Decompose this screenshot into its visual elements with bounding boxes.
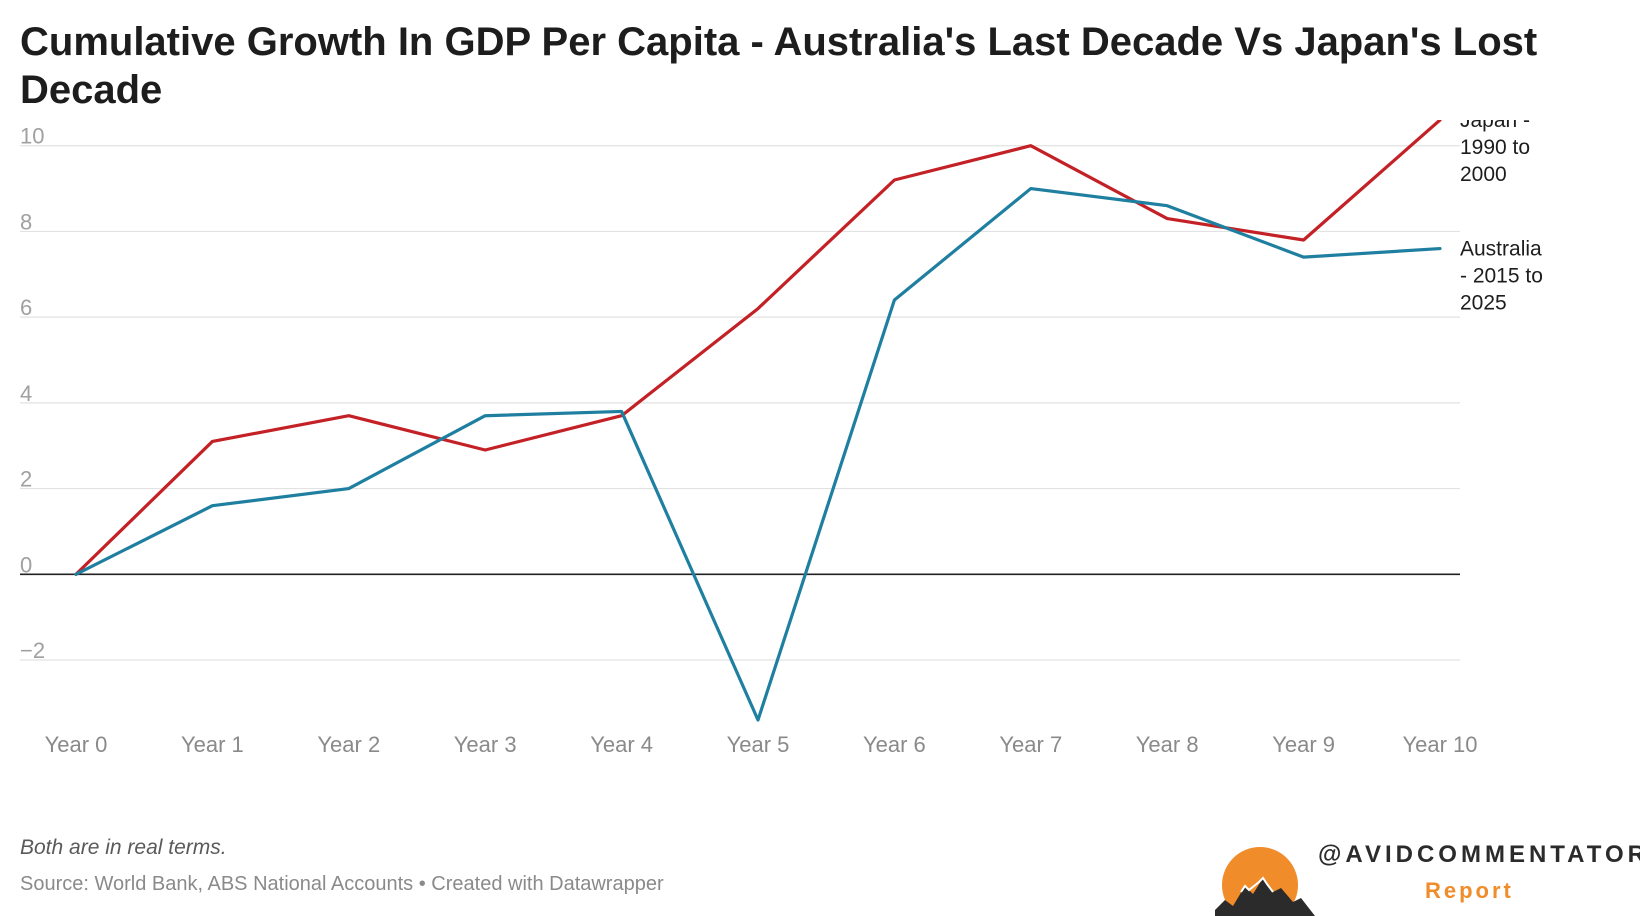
chart-note: Both are in real terms. [20,836,227,859]
line-chart: −2 0 2 4 6 8 10 Year 0 Year 1 Year 2 Year 3 Year 4… [20,120,1543,757]
series-label-australia: 2025 [1460,292,1507,315]
logo-mountain [1215,878,1315,916]
y-tick-label: 2 [20,467,32,492]
y-tick-label: 4 [20,381,32,406]
logo-snow [1240,876,1274,893]
x-tick-label: Year 8 [1136,732,1199,757]
series-label-japan: 2000 [1460,163,1507,186]
y-tick-label: 10 [20,124,44,149]
grid-lines [20,145,1460,661]
series-line-japan [74,120,1442,576]
x-tick-label: Year 6 [863,732,926,757]
y-axis-ticks: −2 0 2 4 6 8 10 [20,124,45,663]
series-label-japan: 1990 to [1460,136,1530,159]
brand-handle: @AVIDCOMMENTATOR [1318,841,1640,868]
x-tick-label: Year 9 [1272,732,1335,757]
brand-sub: Report [1425,878,1514,903]
series-label-australia: - 2015 to [1460,265,1543,288]
x-tick-label: Year 5 [727,732,790,757]
chart-title: Cumulative Growth In GDP Per Capita - Au… [20,20,1538,112]
x-tick-label: Year 1 [181,732,244,757]
x-tick-label: Year 7 [999,732,1062,757]
brand-logo [1215,847,1315,916]
series-line-australia [74,186,1442,722]
y-tick-label: −2 [20,638,45,663]
x-tick-label: Year 3 [454,732,517,757]
x-tick-label: Year 10 [1402,732,1477,757]
x-tick-label: Year 0 [45,732,108,757]
y-tick-label: 0 [20,552,32,577]
source-line: Source: World Bank, ABS National Account… [20,873,664,895]
x-tick-label: Year 4 [590,732,653,757]
y-tick-label: 8 [20,209,32,234]
x-axis-ticks: Year 0 Year 1 Year 2 Year 3 Year 4 Year 5 Year… [45,732,1478,757]
series-labels: Japan - 1990 to 2000 Australia - 2015 to 2025 [1460,120,1543,315]
series-label-australia: Australia [1460,238,1542,261]
y-tick-label: 6 [20,295,32,320]
x-tick-label: Year 2 [317,732,380,757]
series-lines [74,120,1442,722]
series-label-japan: Japan - [1460,120,1530,132]
